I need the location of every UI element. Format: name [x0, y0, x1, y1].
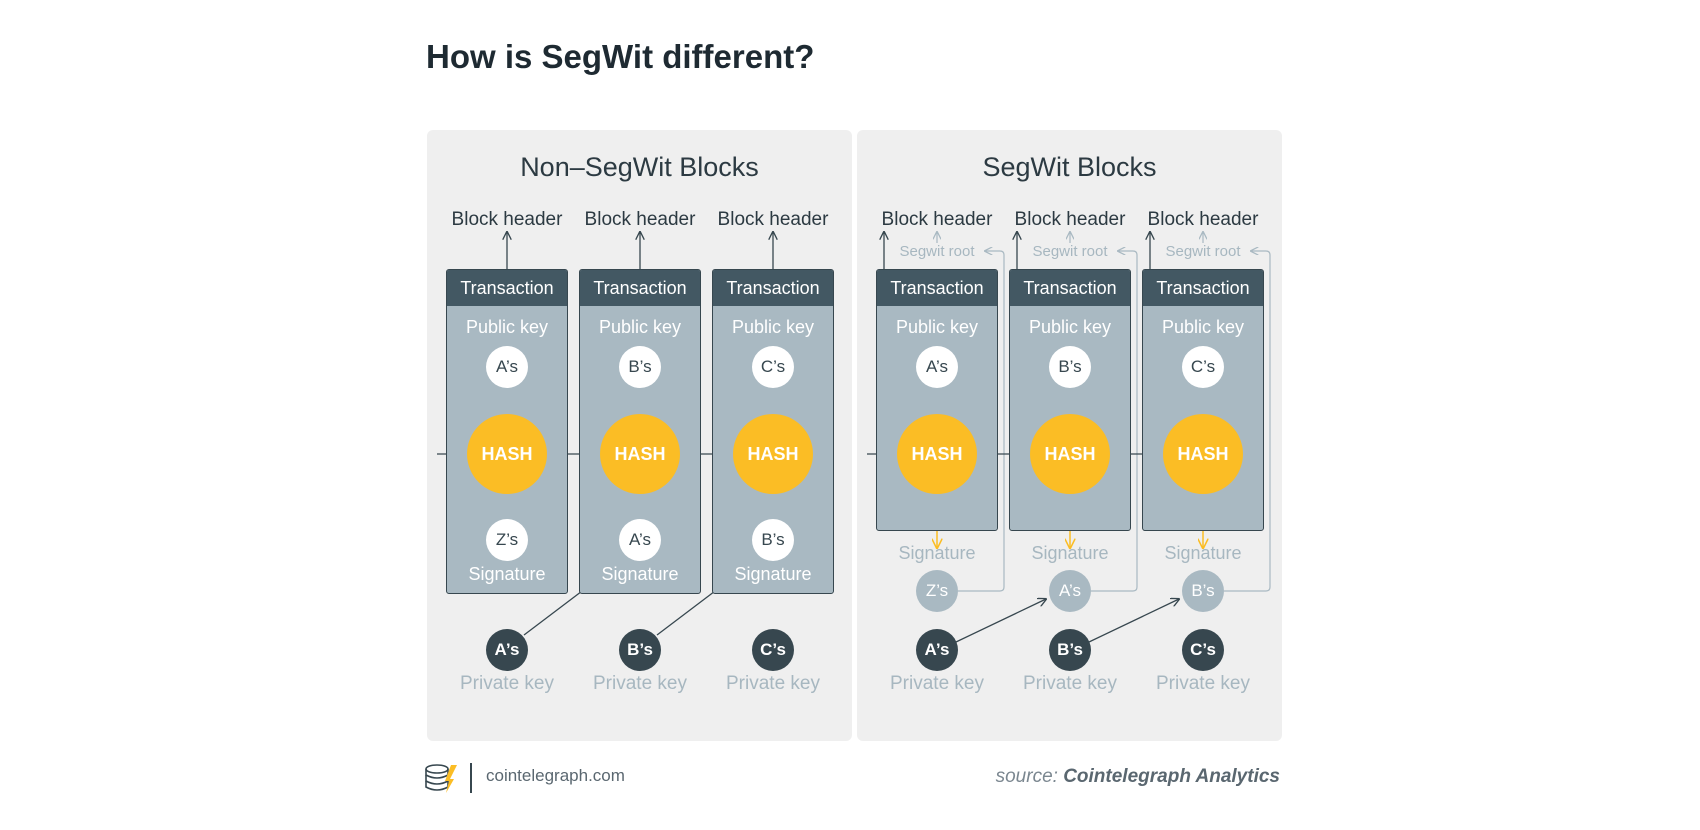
signature-label: Signature: [601, 564, 679, 584]
block-header-label: Block header: [584, 209, 696, 230]
public-key-circle: A’s: [916, 346, 958, 388]
cointelegraph-logo-icon: [425, 764, 457, 793]
transaction-header: Transaction: [580, 270, 700, 306]
hash-circle: HASH: [733, 414, 813, 494]
private-key-label: Private key: [1023, 673, 1117, 694]
signature-label: Signature: [734, 564, 812, 584]
public-key-label: Public key: [465, 317, 549, 337]
arrow-private-to-signature: [1088, 599, 1179, 643]
public-key-label: Public key: [598, 317, 682, 337]
signature-label: Signature: [1164, 543, 1242, 563]
signature-key-circle: A’s: [1049, 570, 1091, 612]
signature-key-circle: B’s: [752, 519, 794, 561]
hash-circle: HASH: [600, 414, 680, 494]
signature-label: Signature: [898, 543, 976, 563]
public-key-circle: A’s: [486, 346, 528, 388]
page-title: How is SegWit different?: [426, 38, 815, 75]
private-key-label: Private key: [593, 673, 687, 694]
public-key-circle: C’s: [752, 346, 794, 388]
transaction-header: Transaction: [447, 270, 567, 306]
public-key-label: Public key: [1161, 317, 1245, 337]
segwit-root-label: Segwit root: [1165, 243, 1241, 260]
segwit-root-label: Segwit root: [899, 243, 975, 260]
block-header-label: Block header: [451, 209, 563, 230]
block-header-label: Block header: [881, 209, 993, 230]
hash-circle: HASH: [897, 414, 977, 494]
private-key-circle: B’s: [1049, 629, 1091, 671]
transaction-header: Transaction: [1010, 270, 1130, 306]
private-key-circle: A’s: [916, 629, 958, 671]
witness-path: [958, 251, 1005, 592]
segwit-title: SegWit Blocks: [982, 152, 1157, 182]
signature-label: Signature: [1031, 543, 1109, 563]
segwit-panel: SegWit Blocks: [857, 130, 1282, 741]
source-name: Cointelegraph Analytics: [1063, 766, 1280, 787]
public-key-circle: C’s: [1182, 346, 1224, 388]
signature-key-circle: Z’s: [916, 570, 958, 612]
public-key-label: Public key: [1028, 317, 1112, 337]
hash-circle: HASH: [1030, 414, 1110, 494]
public-key-label: Public key: [731, 317, 815, 337]
non-segwit-panel: Non–SegWit Blocks: [427, 130, 852, 741]
private-key-circle: C’s: [1182, 629, 1224, 671]
public-key-label: Public key: [895, 317, 979, 337]
transaction-header: Transaction: [1143, 270, 1263, 306]
non-segwit-title: Non–SegWit Blocks: [520, 152, 759, 182]
private-key-label: Private key: [726, 673, 820, 694]
arrow-private-to-signature: [955, 599, 1046, 643]
hash-circle: HASH: [467, 414, 547, 494]
segwit-root-label: Segwit root: [1032, 243, 1108, 260]
signature-key-circle: Z’s: [486, 519, 528, 561]
signature-label: Signature: [468, 564, 546, 584]
signature-key-circle: B’s: [1182, 570, 1224, 612]
hash-circle: HASH: [1163, 414, 1243, 494]
witness-path: [1091, 251, 1138, 592]
private-key-circle: C’s: [752, 629, 794, 671]
block-header-label: Block header: [1147, 209, 1259, 230]
private-key-label: Private key: [890, 673, 984, 694]
transaction-header: Transaction: [713, 270, 833, 306]
private-key-label: Private key: [460, 673, 554, 694]
signature-key-circle: A’s: [619, 519, 661, 561]
footer-site: cointelegraph.com: [486, 766, 625, 785]
footer-source: source: Cointelegraph Analytics: [996, 766, 1280, 788]
footer-divider: [470, 763, 472, 793]
block-header-label: Block header: [1014, 209, 1126, 230]
block-header-label: Block header: [717, 209, 829, 230]
public-key-circle: B’s: [1049, 346, 1091, 388]
private-key-circle: A’s: [486, 629, 528, 671]
source-prefix: source:: [995, 766, 1058, 787]
transaction-header: Transaction: [877, 270, 997, 306]
private-key-circle: B’s: [619, 629, 661, 671]
public-key-circle: B’s: [619, 346, 661, 388]
private-key-label: Private key: [1156, 673, 1250, 694]
witness-path: [1224, 251, 1271, 592]
